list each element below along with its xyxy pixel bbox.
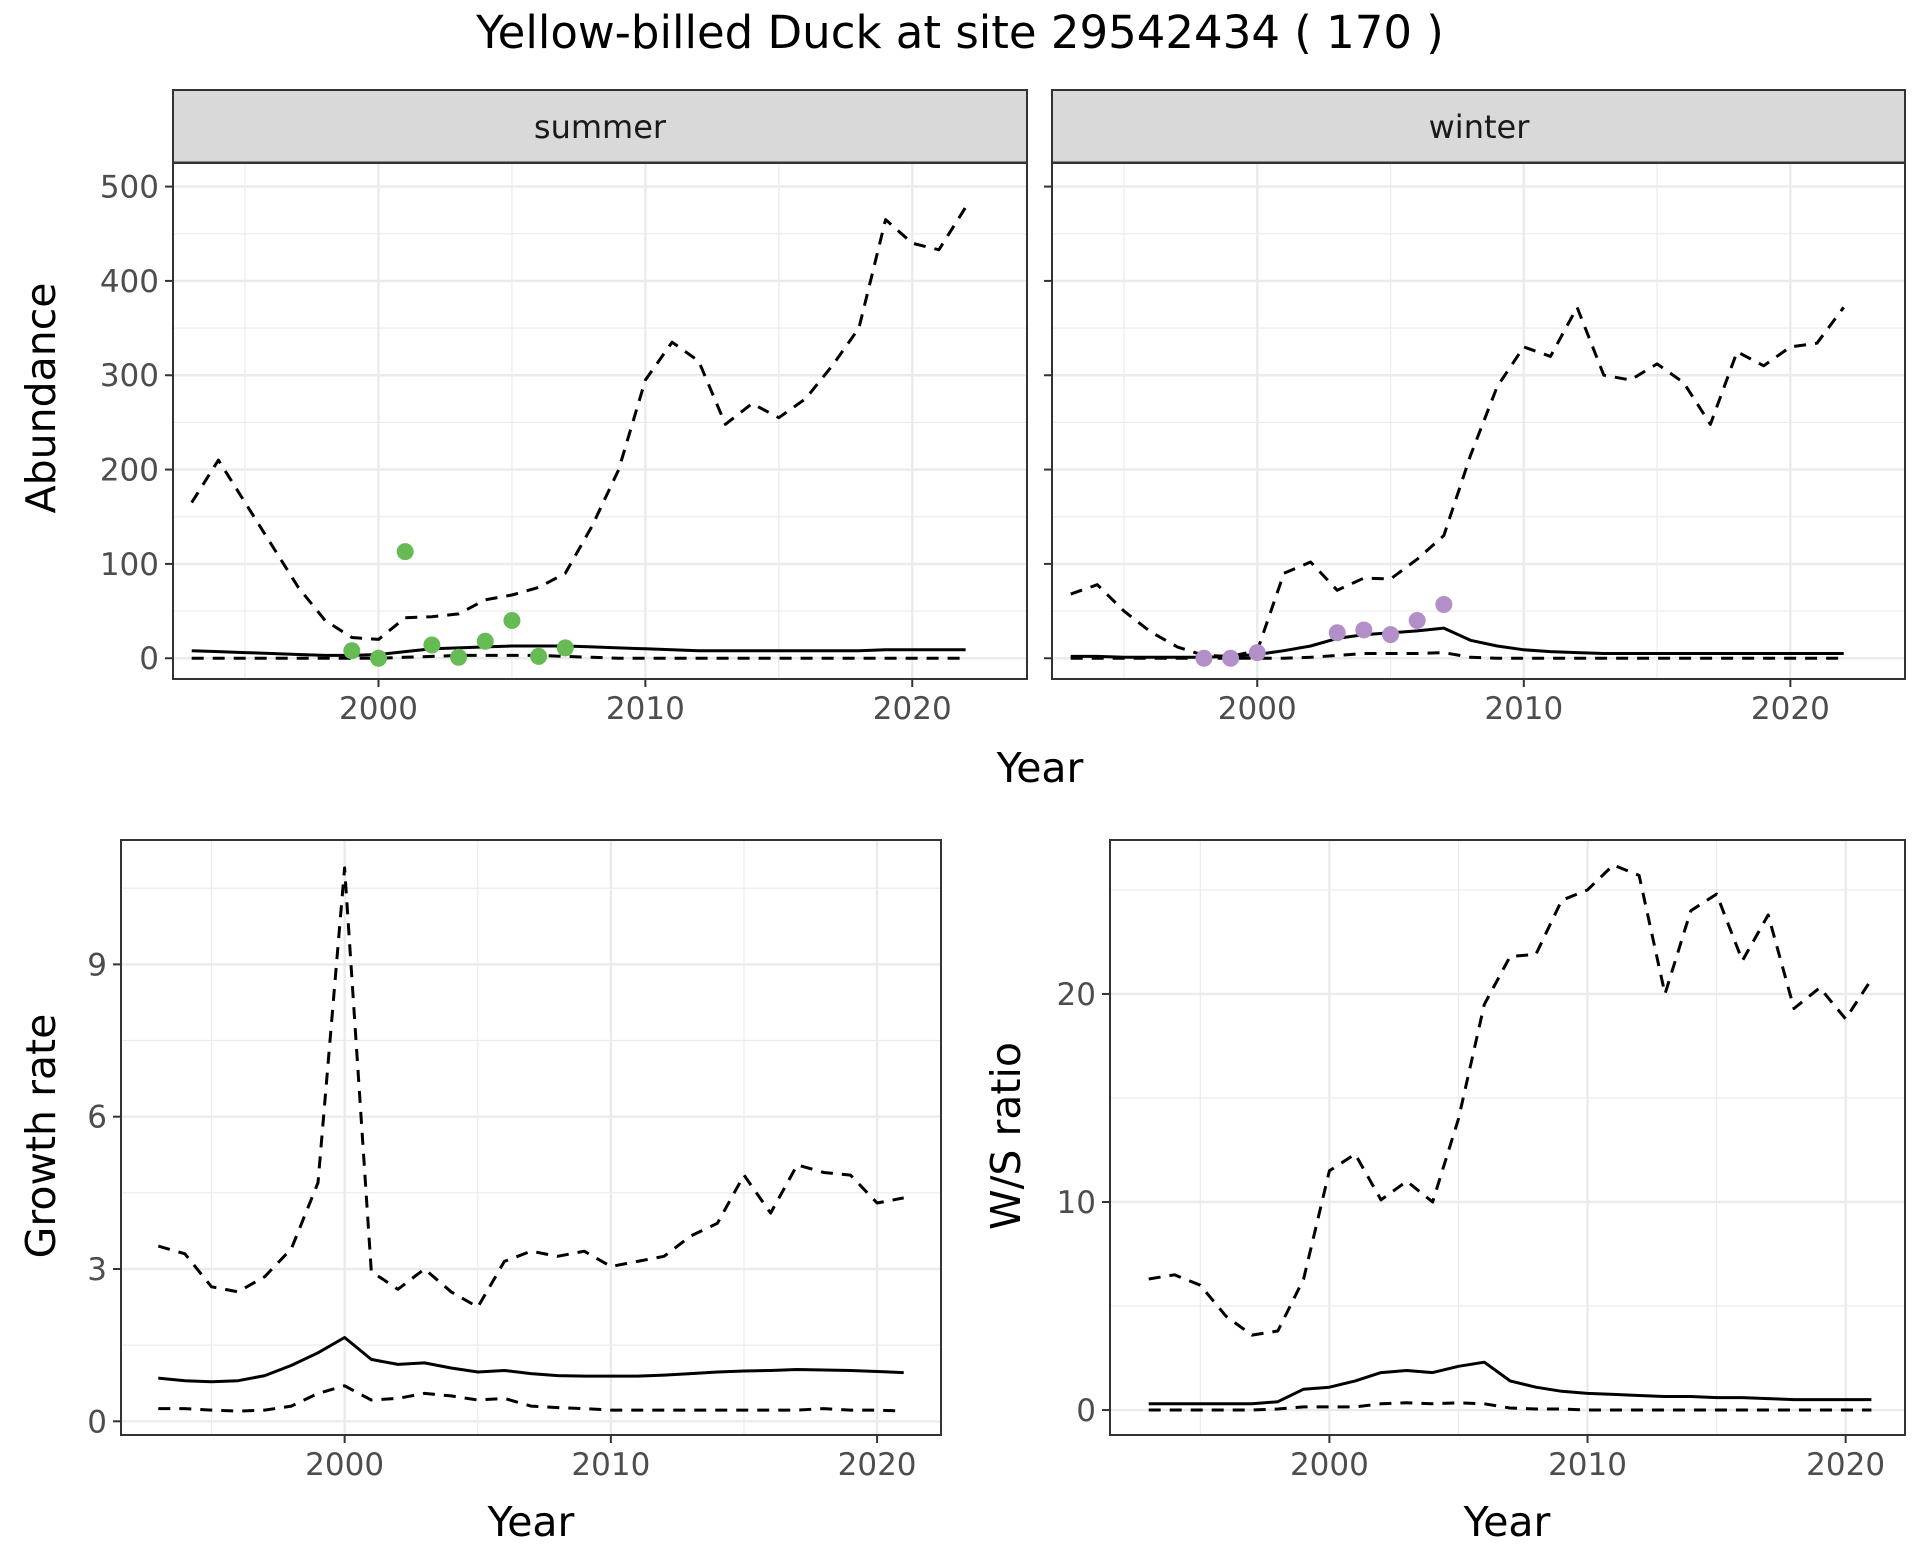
data-point (1355, 621, 1373, 639)
data-point (1248, 644, 1266, 662)
y-tick-label: 6 (87, 1100, 107, 1136)
series-line-lower (158, 1384, 904, 1413)
y-tick-label: 10 (1057, 1185, 1096, 1221)
panel-summer: summer 2000 2010 2020 0 100 200 300 400 500 Year… (17, 89, 1084, 792)
x-axis-title-ratio: Year (1463, 1498, 1551, 1546)
data-point (369, 649, 387, 667)
strip-label-winter: winter (1429, 108, 1531, 146)
strip-summer-background (172, 89, 1028, 164)
x-tick-label: 2010 (571, 1447, 650, 1483)
data-point (1382, 626, 1400, 644)
x-tick-label: 2010 (606, 691, 685, 727)
y-tick-label: 0 (139, 641, 159, 677)
data-point (1222, 649, 1240, 667)
x-tick-label: 2020 (1751, 691, 1830, 727)
x-tick-label: 2000 (1218, 691, 1297, 727)
data-point (556, 639, 574, 657)
y-tick-label: 9 (87, 947, 107, 983)
plot-area-winter: 2000 2010 2020 (1044, 162, 1906, 727)
series-line-upper (157, 866, 904, 1309)
series-line-upper (190, 206, 967, 641)
x-tick-label: 2010 (1548, 1447, 1627, 1483)
plot-background (121, 840, 941, 1435)
plot-background (173, 163, 1027, 679)
series-line-estimate (1148, 1360, 1872, 1406)
series-line-lower (191, 653, 966, 660)
x-axis-title-growth: Year (487, 1498, 575, 1546)
x-tick-label: 2000 (1290, 1447, 1369, 1483)
y-axis-title-growth: Growth rate (17, 1014, 65, 1259)
x-tick-label: 2000 (305, 1447, 384, 1483)
y-tick-label: 3 (87, 1252, 107, 1288)
y-tick-label: 300 (100, 358, 159, 394)
plot-area-summer: 2000 2010 2020 0 100 200 300 400 500 (100, 162, 1028, 727)
panel-border (1051, 162, 1906, 680)
data-point (396, 543, 414, 561)
x-tick-label: 2010 (1484, 691, 1563, 727)
series-line-estimate (191, 644, 966, 657)
y-tick-label: 400 (100, 264, 159, 300)
chart-title: Yellow-billed Duck at site 29542434 ( 17… (475, 6, 1444, 59)
y-tick-label: 0 (1076, 1393, 1096, 1429)
data-point (1195, 649, 1213, 667)
y-tick-label: 100 (100, 547, 159, 583)
plot-area-ratio: 2000 2010 2020 0 10 20 (1057, 839, 1906, 1483)
data-point (1408, 612, 1426, 630)
y-tick-label: 200 (100, 453, 159, 489)
panel-growth: 2000 2010 2020 0 3 6 9 Year Growth rate (17, 839, 942, 1546)
data-point (450, 648, 468, 666)
series-line-estimate (158, 1336, 904, 1384)
y-tick-label: 0 (87, 1404, 107, 1440)
plot-background (1052, 163, 1905, 679)
strip-winter-background (1051, 89, 1906, 164)
panel-border (120, 839, 942, 1436)
data-point (476, 632, 494, 650)
x-tick-label: 2020 (838, 1447, 917, 1483)
data-point (503, 612, 521, 630)
plot-area-growth: 2000 2010 2020 0 3 6 9 (87, 839, 942, 1483)
y-axis-title-ratio: W/S ratio (982, 1042, 1030, 1230)
panel-ratio: 2000 2010 2020 0 10 20 Year W/S ratio (982, 839, 1906, 1546)
data-point (343, 642, 361, 660)
data-point (423, 636, 441, 654)
data-point (530, 647, 548, 665)
data-point (1328, 624, 1346, 642)
panel-winter: winter 2000 2010 2020 (1044, 89, 1906, 727)
x-tick-label: 2020 (873, 691, 952, 727)
y-axis-title-abundance: Abundance (17, 283, 65, 514)
strip-label-summer: summer (534, 108, 667, 146)
panel-border (1109, 839, 1906, 1436)
y-tick-label: 20 (1057, 977, 1096, 1013)
x-tick-label: 2000 (339, 691, 418, 727)
data-point (1435, 595, 1453, 613)
plot-background (1110, 840, 1905, 1435)
panel-border (172, 162, 1028, 680)
x-axis-title-top: Year (996, 744, 1084, 792)
x-tick-label: 2020 (1806, 1447, 1885, 1483)
series-line-lower (1148, 1401, 1872, 1412)
y-tick-label: 500 (100, 170, 159, 206)
